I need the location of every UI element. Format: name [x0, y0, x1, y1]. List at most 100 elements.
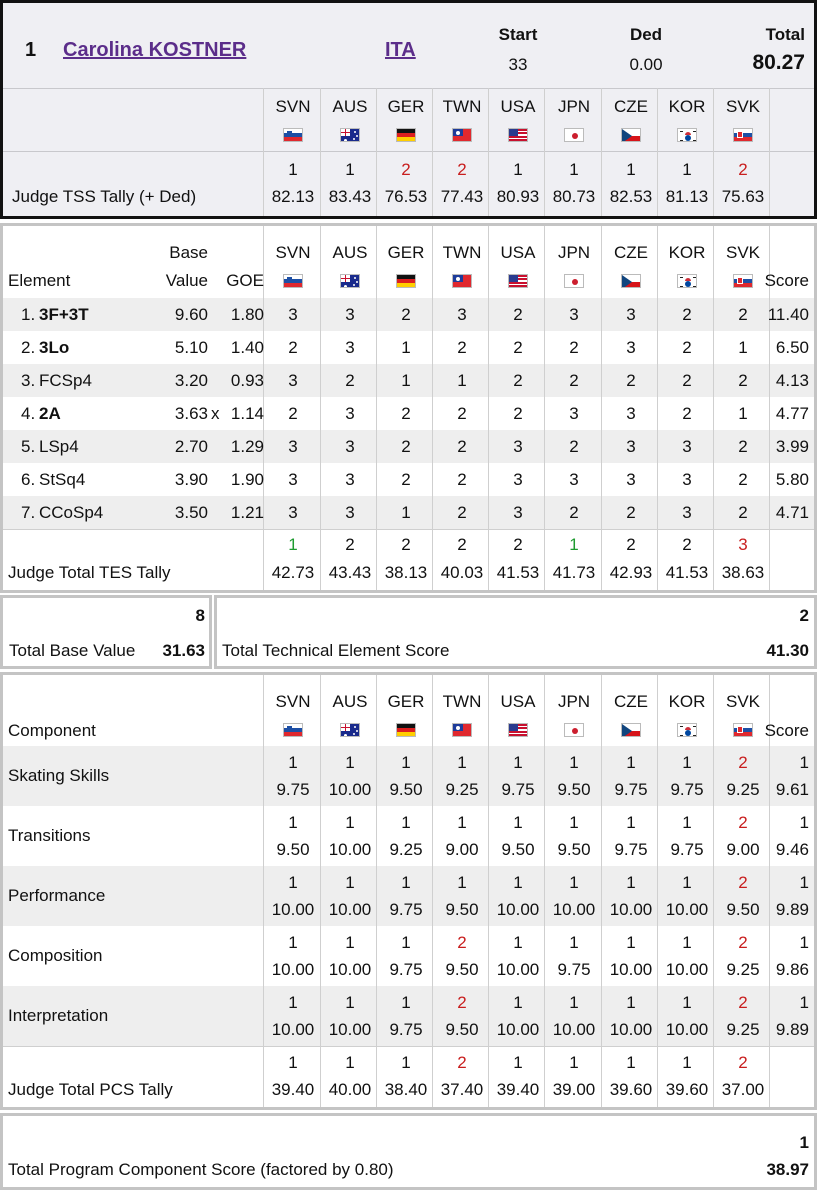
component-judge-rank: 2 — [738, 873, 748, 892]
component-judge-rank: 1 — [626, 873, 636, 892]
tss-judge-twn: TWN — [442, 97, 482, 116]
element-judge-mark: 3 — [513, 503, 523, 522]
element-judge-mark: 2 — [457, 338, 467, 357]
column-divider — [488, 226, 489, 590]
component-judge-rank: 1 — [401, 813, 411, 832]
element-goe: 1.90 — [230, 470, 264, 489]
element-goe: 0.93 — [230, 371, 264, 390]
element-judge-mark: 2 — [345, 371, 355, 390]
component-judge-mark: 9.75 — [670, 780, 704, 799]
element-name: CCoSp4 — [39, 503, 104, 522]
element-judge-mark: 2 — [738, 305, 748, 324]
aus-flag-icon — [340, 128, 360, 142]
element-goe: 1.40 — [230, 338, 264, 357]
component-judge-mark: 10.00 — [496, 1020, 540, 1039]
tss-tally-score: 81.13 — [665, 187, 709, 206]
cze-flag-icon — [621, 128, 641, 142]
total-pcs-panel: 1 Total Program Component Score (factore… — [0, 1113, 817, 1190]
tss-tally-rank: 2 — [401, 160, 411, 179]
pcs-judge-svk: SVK — [725, 692, 761, 711]
component-score-rank: 1 — [799, 993, 809, 1012]
pc-score-header: Score — [764, 721, 809, 740]
element-row: 3. FCSp4 3.20 0.93 3 2 1 1 2 2 2 2 2 4.13 — [3, 226, 814, 390]
pcs-tally-score: 40.00 — [328, 1080, 372, 1099]
tes-judge-twn: TWN — [442, 243, 482, 262]
component-judge-rank: 1 — [513, 933, 523, 952]
component-row: Skating Skills 1 1 1 1 1 1 1 1 2 9.75 10.00 9.50 9.25… — [3, 675, 814, 799]
svn-flag-icon — [283, 723, 303, 737]
pcs-tally-score: 39.60 — [665, 1080, 709, 1099]
element-base-value: 3.20 — [174, 371, 208, 390]
component-judge-mark: 10.00 — [665, 1020, 709, 1039]
component-judge-rank: 1 — [345, 933, 355, 952]
pcs-judge-usa: USA — [500, 692, 536, 711]
tss-tally-score: 76.53 — [384, 187, 428, 206]
component-judge-rank: 1 — [626, 993, 636, 1012]
nation-link[interactable]: ITA — [385, 39, 416, 61]
column-divider — [657, 675, 658, 1107]
aus-flag-icon — [340, 723, 360, 737]
pcs-tally-score: 39.60 — [609, 1080, 653, 1099]
row-shade — [3, 298, 814, 331]
component-row: Performance 1 1 1 1 1 1 1 1 2 10.00 10.00 9.75 9.50 10… — [3, 675, 814, 919]
kor-flag-icon — [677, 274, 697, 288]
kor-flag-icon — [677, 723, 697, 737]
column-divider — [601, 226, 602, 590]
element-judge-mark: 3 — [626, 437, 636, 456]
tes-tally-rank: 1 — [569, 535, 579, 554]
row-divider — [3, 529, 814, 530]
component-score: 9.86 — [775, 960, 809, 979]
skater-name-link[interactable]: Carolina KOSTNER — [63, 39, 247, 61]
column-divider — [601, 88, 602, 216]
component-judge-rank: 1 — [401, 873, 411, 892]
element-number: 3. — [21, 371, 36, 390]
component-judge-rank: 1 — [288, 813, 298, 832]
component-judge-rank: 1 — [682, 933, 692, 952]
column-divider — [263, 226, 264, 590]
component-judge-rank: 1 — [626, 753, 636, 772]
tss-judge-cze: CZE — [614, 97, 648, 116]
tes-tally-score: 42.73 — [271, 563, 315, 582]
tss-judge-ger: GER — [387, 97, 425, 116]
element-base-value: 3.50 — [174, 503, 208, 522]
tss-tally-score: 80.73 — [552, 187, 596, 206]
column-divider — [376, 88, 377, 216]
component-judge-rank: 1 — [682, 993, 692, 1012]
element-name: LSp4 — [39, 437, 79, 456]
component-judge-mark: 9.75 — [614, 780, 648, 799]
tes-tally-rank: 2 — [457, 535, 467, 554]
component-judge-rank: 1 — [288, 993, 298, 1012]
tes-tally-score: 38.13 — [384, 563, 428, 582]
component-judge-mark: 9.00 — [726, 840, 760, 859]
component-judge-rank: 2 — [738, 813, 748, 832]
pcs-tally-score: 39.40 — [496, 1080, 540, 1099]
svn-flag-icon — [283, 274, 303, 288]
column-divider — [432, 226, 433, 590]
component-judge-mark: 10.00 — [609, 1020, 653, 1039]
element-score: 5.80 — [775, 470, 809, 489]
element-number: 7. — [21, 503, 36, 522]
element-score: 6.50 — [775, 338, 809, 357]
element-name: 2A — [39, 404, 61, 423]
ger-flag-icon — [396, 723, 416, 737]
component-judge-rank: 1 — [569, 933, 579, 952]
pcs-rank: 1 — [799, 1133, 809, 1152]
component-judge-mark: 10.00 — [609, 900, 653, 919]
component-name: Composition — [8, 946, 103, 965]
component-judge-mark: 10.00 — [552, 1020, 596, 1039]
tss-tally-rank: 1 — [626, 160, 636, 179]
column-divider — [263, 88, 264, 216]
element-name: StSq4 — [39, 470, 86, 489]
component-row: Transitions 1 1 1 1 1 1 1 1 2 9.50 10.00 9.25 9.00 9.5… — [3, 675, 814, 859]
element-judge-mark: 3 — [626, 404, 636, 423]
pcs-tally-rank: 1 — [401, 1053, 411, 1072]
element-judge-mark: 3 — [288, 371, 298, 390]
element-judge-mark: 3 — [345, 338, 355, 357]
svk-flag-icon — [733, 723, 753, 737]
element-judge-mark: 3 — [457, 305, 467, 324]
component-header: Component — [8, 721, 96, 740]
component-judge-rank: 1 — [345, 993, 355, 1012]
component-score: 9.89 — [775, 1020, 809, 1039]
element-judge-mark: 3 — [345, 437, 355, 456]
component-judge-mark: 10.00 — [328, 780, 372, 799]
